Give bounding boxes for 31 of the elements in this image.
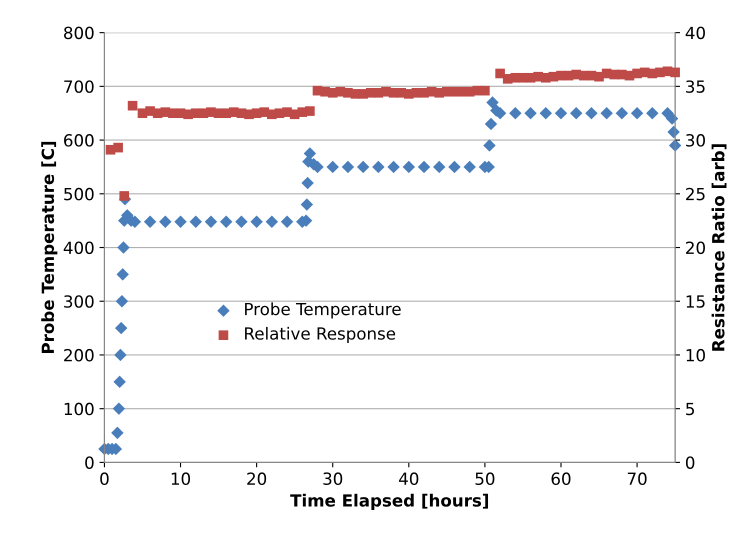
- y-tick-label: 500: [64, 188, 94, 200]
- y2-tick-label: 20: [686, 241, 705, 254]
- y2-tick-label: 25: [686, 188, 705, 200]
- y2-tick-label: 35: [686, 80, 705, 93]
- x-tick-label: 40: [399, 472, 418, 486]
- y2-tick-label: 5: [686, 402, 694, 416]
- x-tick-label: 20: [247, 472, 266, 486]
- y-tick-label: 300: [64, 295, 94, 308]
- y-axis-title: Probe Temperature [C]: [41, 142, 58, 354]
- y-tick-label: 800: [64, 26, 94, 40]
- y-tick-label: 0: [85, 456, 94, 469]
- x-tick-label: 0: [100, 472, 109, 486]
- x-tick-label: 70: [628, 472, 647, 486]
- x-axis-title: Time Elapsed [hours]: [290, 494, 488, 510]
- y2-tick-label: 0: [686, 456, 694, 469]
- y2-axis-title: Resistance Ratio [arb]: [712, 144, 726, 351]
- y2-tick-label: 30: [686, 134, 705, 147]
- x-tick-label: 50: [476, 472, 494, 486]
- legend-label: Relative Response: [245, 326, 396, 344]
- y-tick-label: 200: [64, 348, 94, 362]
- x-tick-label: 10: [172, 472, 190, 486]
- y2-tick-label: 10: [686, 348, 705, 362]
- y2-tick-label: 40: [686, 26, 705, 40]
- x-tick-label: 30: [323, 472, 342, 486]
- y2-tick-label: 15: [686, 295, 705, 308]
- y-tick-label: 400: [64, 241, 94, 254]
- y-tick-label: 600: [64, 134, 94, 147]
- x-tick-label: 60: [552, 472, 570, 486]
- y-tick-label: 100: [64, 402, 94, 416]
- y-tick-label: 700: [64, 80, 94, 93]
- legend-label: Probe Temperature: [245, 302, 401, 319]
